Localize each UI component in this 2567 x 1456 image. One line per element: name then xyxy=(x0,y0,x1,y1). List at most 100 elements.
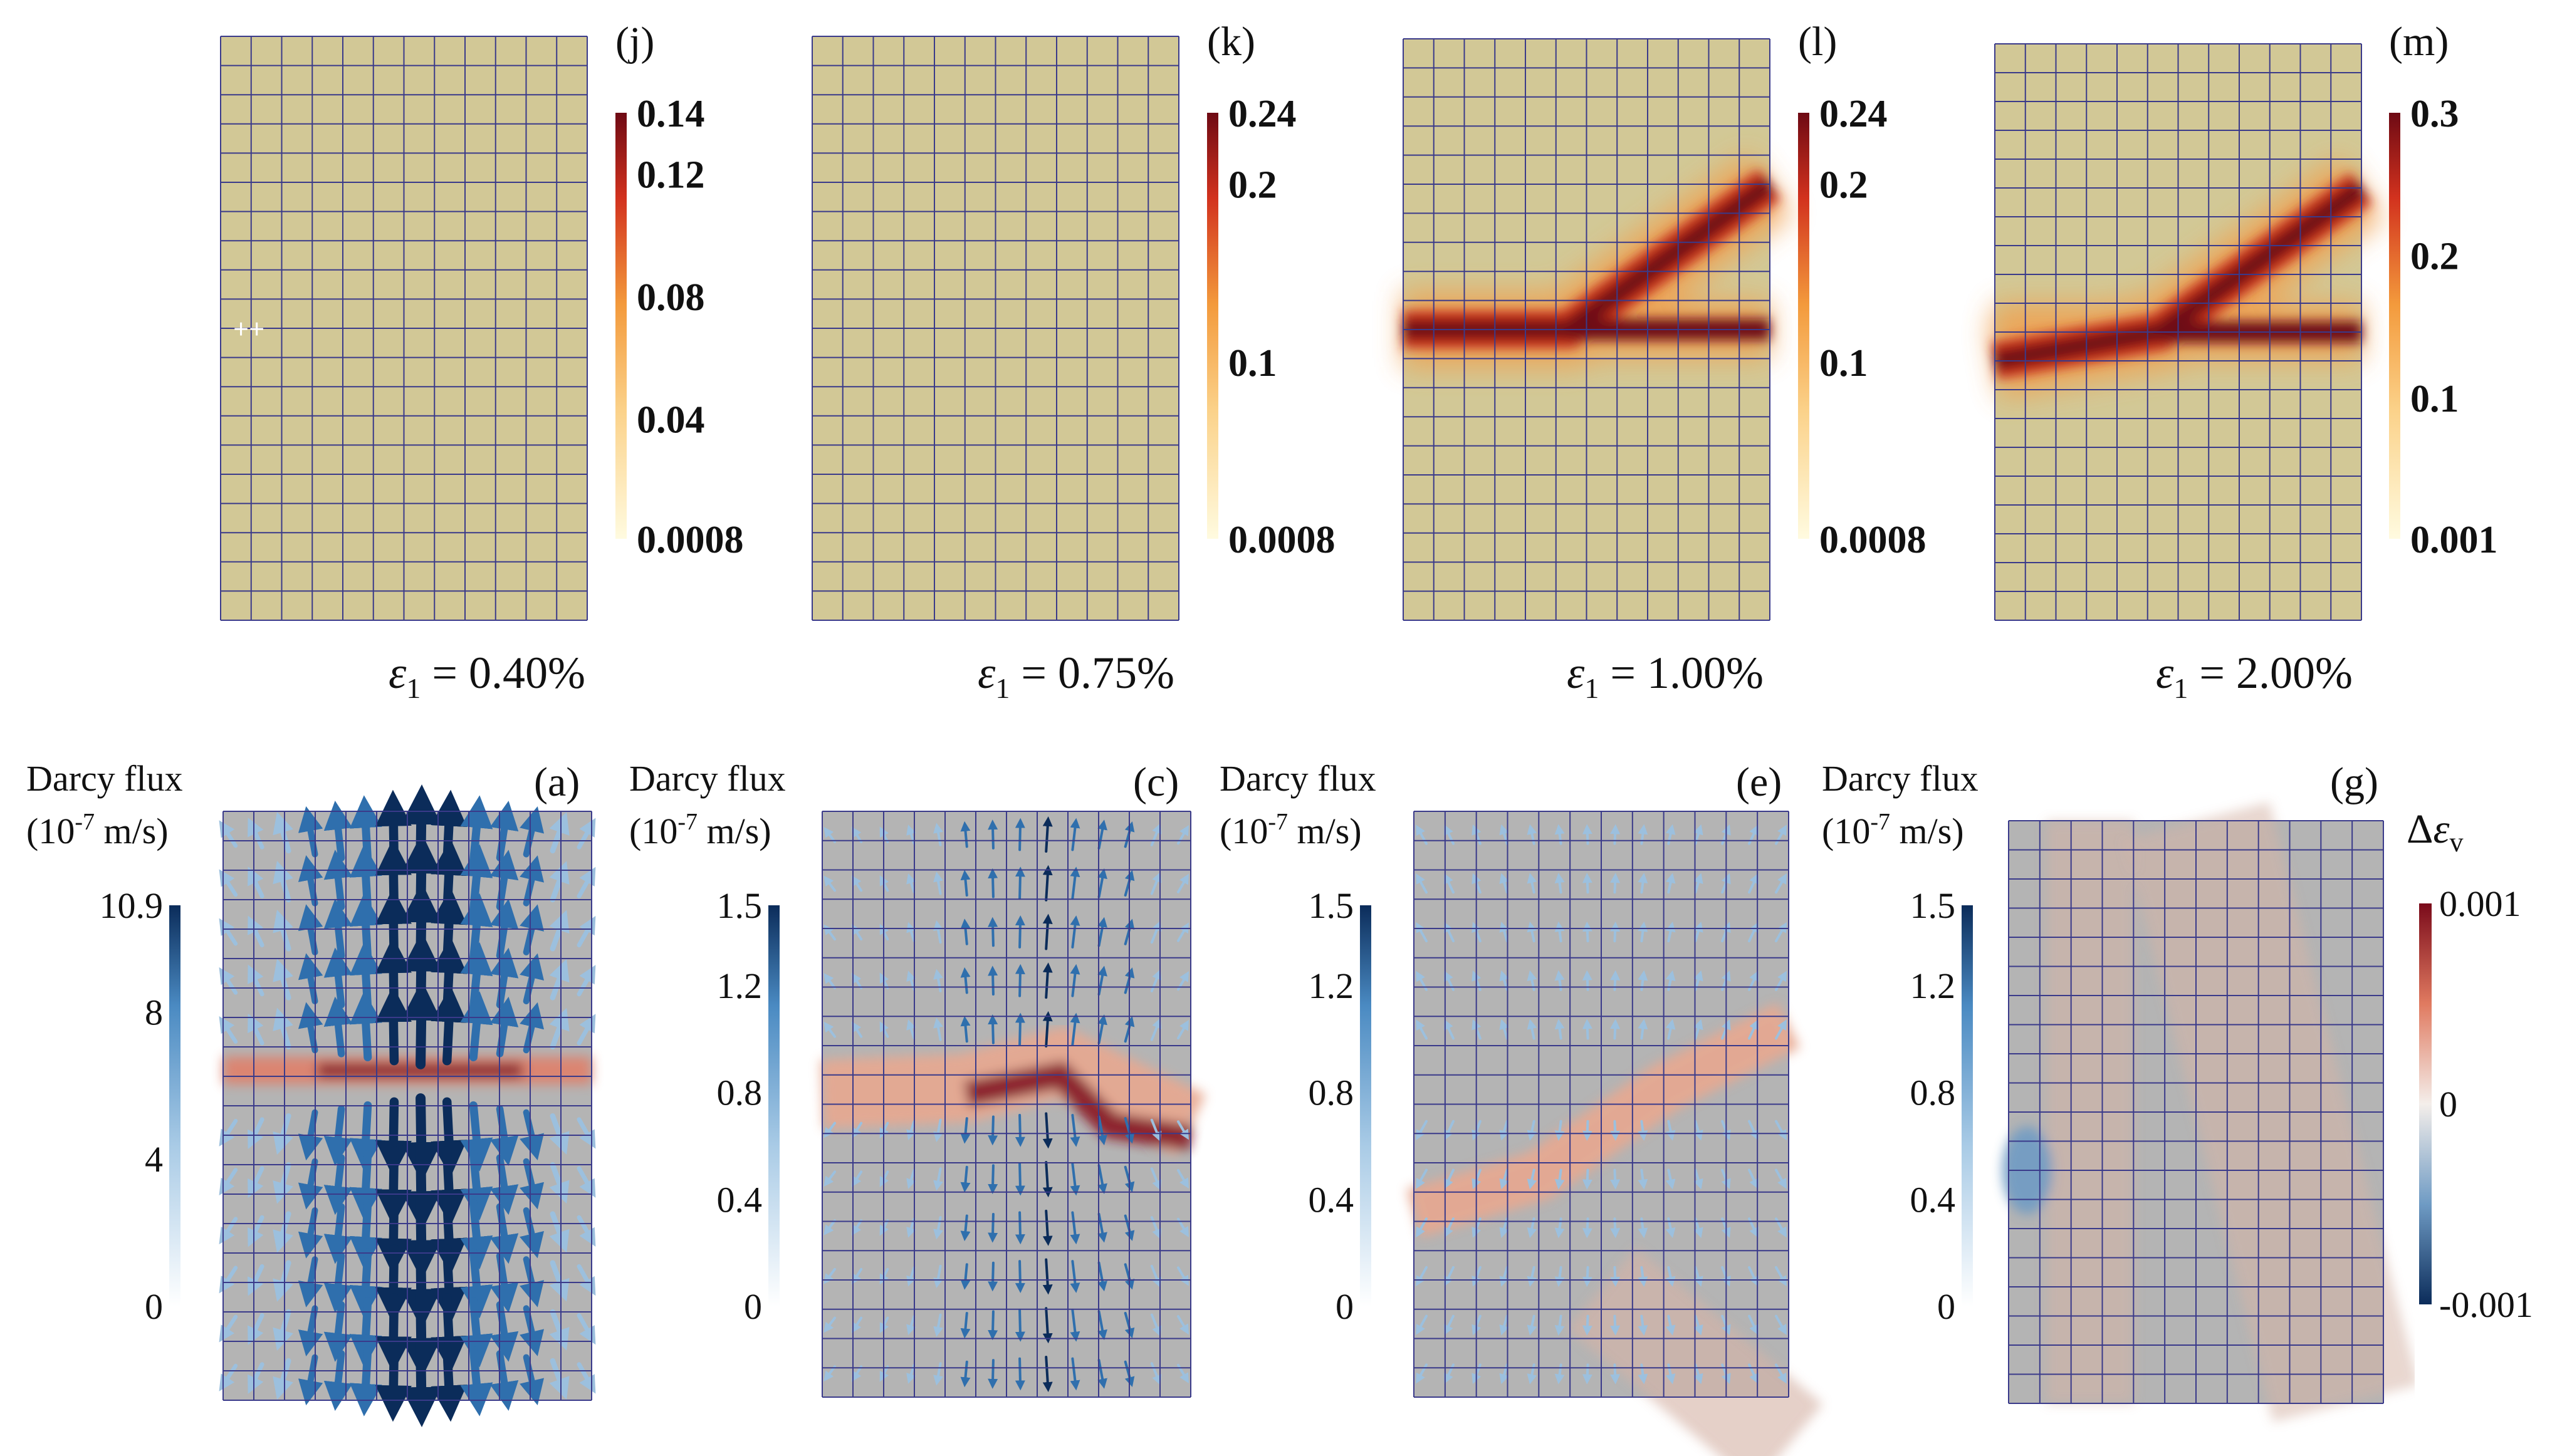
flux-arrow xyxy=(1638,1168,1648,1190)
colorbar-tick-label: 0.2 xyxy=(1819,164,1868,207)
colorbar-tick-label: 0.4 xyxy=(717,1179,763,1220)
colorbar-tick-label: 10.9 xyxy=(100,885,164,926)
flux-arrow xyxy=(1124,1214,1135,1241)
flux-arrow xyxy=(375,1342,412,1422)
flux-arrow xyxy=(851,972,863,989)
flux-arrow xyxy=(960,1016,971,1043)
flux-arrow xyxy=(1582,1168,1592,1190)
darcy-flux-legend-title: Darcy flux xyxy=(1822,758,1979,799)
flux-arrow xyxy=(823,1170,836,1187)
flux-arrow xyxy=(577,1014,596,1046)
flux-arrow xyxy=(1042,913,1053,950)
flux-arrow xyxy=(1042,816,1053,853)
flux-arrow xyxy=(460,795,493,866)
flux-arrow xyxy=(823,1267,836,1284)
colorbar-tick-label: 1.2 xyxy=(1309,965,1354,1006)
flux-arrow xyxy=(1070,1308,1080,1342)
flux-arrow xyxy=(460,1101,493,1172)
flux-arrow xyxy=(1097,1212,1107,1243)
panel-label: (l) xyxy=(1798,19,1837,65)
flux-arrow xyxy=(323,801,353,861)
darcy-flux-colorbar xyxy=(1360,905,1371,1306)
colorbar-tick-label: 0.2 xyxy=(1228,164,1277,207)
flux-arrow xyxy=(1177,1315,1189,1335)
top-row-panels: ++ (j) 0.14 0.12 0.08 0.04 0.0008 ε1 = 0.40% (k)… xyxy=(220,19,2498,704)
volumetric-tick-label: -0.001 xyxy=(2439,1284,2533,1325)
flux-arrow xyxy=(1124,967,1135,994)
flux-arrow xyxy=(323,898,353,960)
colorbar-tick-label: 0.8 xyxy=(717,1073,763,1113)
colorbar-tick-label: 0.3 xyxy=(2410,93,2459,135)
colorbar xyxy=(1207,113,1218,539)
darcy-flux-legend-title: Darcy flux xyxy=(26,758,183,799)
flux-arrow xyxy=(1070,1162,1080,1196)
flux-arrow xyxy=(298,953,323,1005)
flux-arrow xyxy=(851,1267,863,1285)
flux-arrow xyxy=(1554,873,1565,894)
panel-a: (a) Darcy flux (10-7 m/s) 10.9 8 4 0 xyxy=(26,758,596,1427)
flux-arrow xyxy=(489,1203,519,1264)
panel-label: (g) xyxy=(2330,759,2378,805)
flux-arrow xyxy=(298,1207,323,1259)
panel-label: (a) xyxy=(534,759,580,805)
flux-arrow xyxy=(906,1266,916,1287)
flux-arrow xyxy=(1748,1314,1759,1336)
flux-arrow xyxy=(960,1360,971,1388)
flux-arrow xyxy=(1638,873,1648,894)
flux-arrow xyxy=(960,1165,971,1193)
flux-arrow xyxy=(1177,1168,1189,1189)
flux-arrow xyxy=(960,821,971,848)
flux-arrow xyxy=(1721,873,1731,894)
flux-arrow xyxy=(219,1314,238,1343)
flux-arrow xyxy=(1610,1168,1621,1190)
flux-arrow xyxy=(349,1150,382,1220)
darcy-flux-legend-title: Darcy flux xyxy=(629,758,786,799)
darcy-flux-colorbar xyxy=(169,905,180,1306)
colorbar-tick-label: 0.04 xyxy=(637,399,705,442)
flux-arrow xyxy=(460,1199,493,1270)
flux-arrow xyxy=(401,1338,442,1427)
flux-arrow xyxy=(323,1203,353,1264)
flux-arrow xyxy=(219,918,238,946)
darcy-flux-legend-title: Darcy flux xyxy=(1220,758,1376,799)
flux-arrow xyxy=(577,1166,596,1198)
flux-arrow xyxy=(349,795,382,866)
flux-arrow xyxy=(933,1216,943,1240)
flux-arrow xyxy=(823,1021,836,1038)
colorbar-tick-label: 0.8 xyxy=(1910,1073,1956,1113)
colorbar-tick-label: 4 xyxy=(145,1139,163,1180)
flux-arrow xyxy=(460,1346,493,1417)
flux-arrow xyxy=(1527,1019,1537,1040)
flux-arrow xyxy=(1124,1117,1135,1144)
flux-arrow xyxy=(1150,871,1162,895)
volumetric-colorbar xyxy=(2419,903,2432,1304)
flux-arrow xyxy=(219,869,238,897)
darcy-flux-colorbar xyxy=(1962,905,1973,1306)
flux-arrow xyxy=(1042,1161,1053,1198)
flux-arrow xyxy=(577,1362,596,1394)
colorbar xyxy=(615,113,627,539)
flux-arrow xyxy=(1527,1314,1537,1336)
strain-label: ε1 = 1.00% xyxy=(1567,648,1764,704)
flux-arrow xyxy=(460,844,493,915)
flux-arrow xyxy=(298,1109,323,1161)
flux-arrow xyxy=(577,866,596,898)
flux-arrow xyxy=(401,980,442,1069)
panel-label: (m) xyxy=(2389,19,2449,65)
flux-arrow xyxy=(375,985,412,1066)
colorbar-tick-label: 0.12 xyxy=(637,154,705,197)
flux-arrow xyxy=(1097,819,1107,850)
flux-arrow xyxy=(1748,873,1759,894)
flux-arrow xyxy=(1416,1168,1428,1189)
flux-arrow xyxy=(851,1316,863,1333)
panel-j: ++ (j) 0.14 0.12 0.08 0.04 0.0008 ε1 = 0.40% xyxy=(220,19,744,704)
flux-arrow xyxy=(1042,1112,1053,1149)
flux-arrow xyxy=(823,1219,836,1235)
flux-arrow xyxy=(219,1266,238,1294)
flux-arrow xyxy=(1693,1168,1703,1190)
flux-arrow xyxy=(1124,1016,1135,1043)
flux-arrow xyxy=(1499,1168,1509,1190)
flux-arrow xyxy=(1444,1314,1455,1336)
flux-arrow xyxy=(1775,873,1787,894)
